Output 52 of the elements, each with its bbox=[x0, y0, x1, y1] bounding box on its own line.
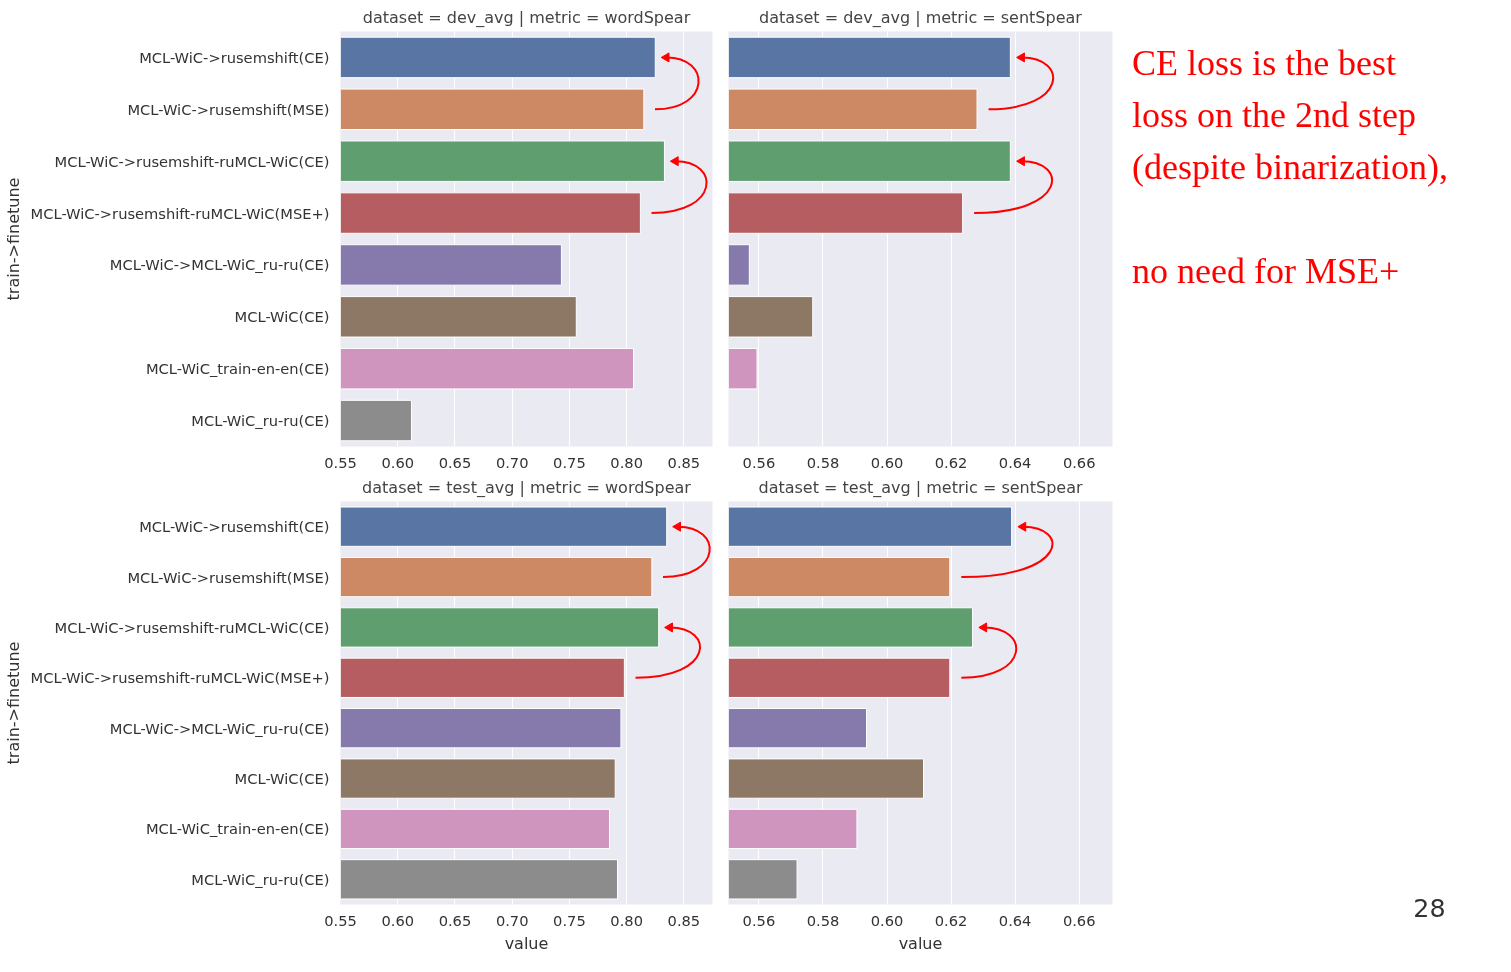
y-tick-label: MCL-WiC_train-en-en(CE) bbox=[145, 820, 330, 838]
text: CE loss is the best loss on the 2nd step (despite binarization), no need for MSE+ bbox=[1132, 43, 1448, 292]
y-tick-label: MCL-WiC->rusemshift(MSE) bbox=[127, 100, 330, 118]
y-tick-label: MCL-WiC->rusemshift-ruMCL-WiC(MSE+) bbox=[30, 669, 330, 687]
y-tick-label: MCL-WiC->rusemshift(MSE) bbox=[127, 568, 330, 586]
x-axis-title: value bbox=[504, 933, 549, 953]
y-tick-label: MCL-WiC->rusemshift-ruMCL-WiC(MSE+) bbox=[30, 204, 330, 222]
x-tick-label: 0.58 bbox=[806, 453, 840, 471]
x-tick-label: 0.60 bbox=[381, 911, 415, 929]
y-tick-label: MCL-WiC_ru-ru(CE) bbox=[191, 870, 330, 888]
x-tick-label: 0.80 bbox=[610, 911, 643, 929]
chart-title: dataset = dev_avg | metric = sentSpear bbox=[759, 7, 1083, 28]
y-tick-label: MCL-WiC(CE) bbox=[234, 308, 330, 326]
x-tick-label: 0.62 bbox=[934, 911, 968, 929]
x-tick-label: 0.58 bbox=[806, 911, 840, 929]
y-tick-label: MCL-WiC->rusemshift-ruMCL-WiC(CE) bbox=[54, 618, 330, 636]
x-tick-label: 0.64 bbox=[998, 911, 1032, 929]
x-tick-label: 0.75 bbox=[553, 911, 586, 929]
y-tick-label: MCL-WiC->rusemshift-ruMCL-WiC(CE) bbox=[54, 152, 330, 170]
y-tick-label: MCL-WiC->MCL-WiC_ru-ru(CE) bbox=[109, 719, 330, 737]
x-tick-label: 0.85 bbox=[667, 911, 701, 929]
x-tick-label: 0.75 bbox=[553, 453, 586, 471]
x-tick-label: 0.60 bbox=[870, 911, 904, 929]
x-tick-label: 0.70 bbox=[495, 911, 529, 929]
x-tick-label: 0.65 bbox=[438, 453, 472, 471]
x-tick-label: 0.55 bbox=[324, 911, 357, 929]
y-axis-title: train->finetune bbox=[3, 641, 23, 765]
x-tick-label: 0.85 bbox=[667, 453, 701, 471]
y-tick-label: MCL-WiC->MCL-WiC_ru-ru(CE) bbox=[109, 256, 330, 274]
y-tick-label: MCL-WiC_ru-ru(CE) bbox=[191, 412, 330, 430]
x-tick-label: 0.66 bbox=[1062, 453, 1096, 471]
chart-title: dataset = test_avg | metric = sentSpear bbox=[758, 477, 1083, 498]
y-tick-label: MCL-WiC_train-en-en(CE) bbox=[145, 360, 330, 378]
x-tick-label: 0.60 bbox=[870, 453, 904, 471]
chart-title: dataset = test_avg | metric = wordSpear bbox=[362, 477, 692, 498]
y-tick-label: MCL-WiC(CE) bbox=[234, 770, 330, 788]
chart-title: dataset = dev_avg | metric = wordSpear bbox=[362, 7, 691, 28]
x-tick-label: 0.55 bbox=[324, 453, 357, 471]
x-tick-label: 0.66 bbox=[1062, 911, 1096, 929]
x-axis-title: value bbox=[898, 933, 943, 953]
x-tick-label: 0.80 bbox=[610, 453, 643, 471]
x-tick-label: 0.62 bbox=[934, 453, 968, 471]
y-tick-label: MCL-WiC->rusemshift(CE) bbox=[139, 48, 330, 66]
x-tick-label: 0.70 bbox=[495, 453, 529, 471]
y-tick-label: MCL-WiC->rusemshift(CE) bbox=[139, 518, 330, 536]
x-tick-label: 0.64 bbox=[998, 453, 1032, 471]
x-tick-label: 0.56 bbox=[742, 911, 776, 929]
x-tick-label: 0.65 bbox=[438, 911, 472, 929]
x-tick-label: 0.60 bbox=[381, 453, 415, 471]
text: 28 bbox=[1413, 893, 1446, 924]
x-tick-label: 0.56 bbox=[742, 453, 776, 471]
y-axis-title: train->finetune bbox=[3, 177, 23, 301]
